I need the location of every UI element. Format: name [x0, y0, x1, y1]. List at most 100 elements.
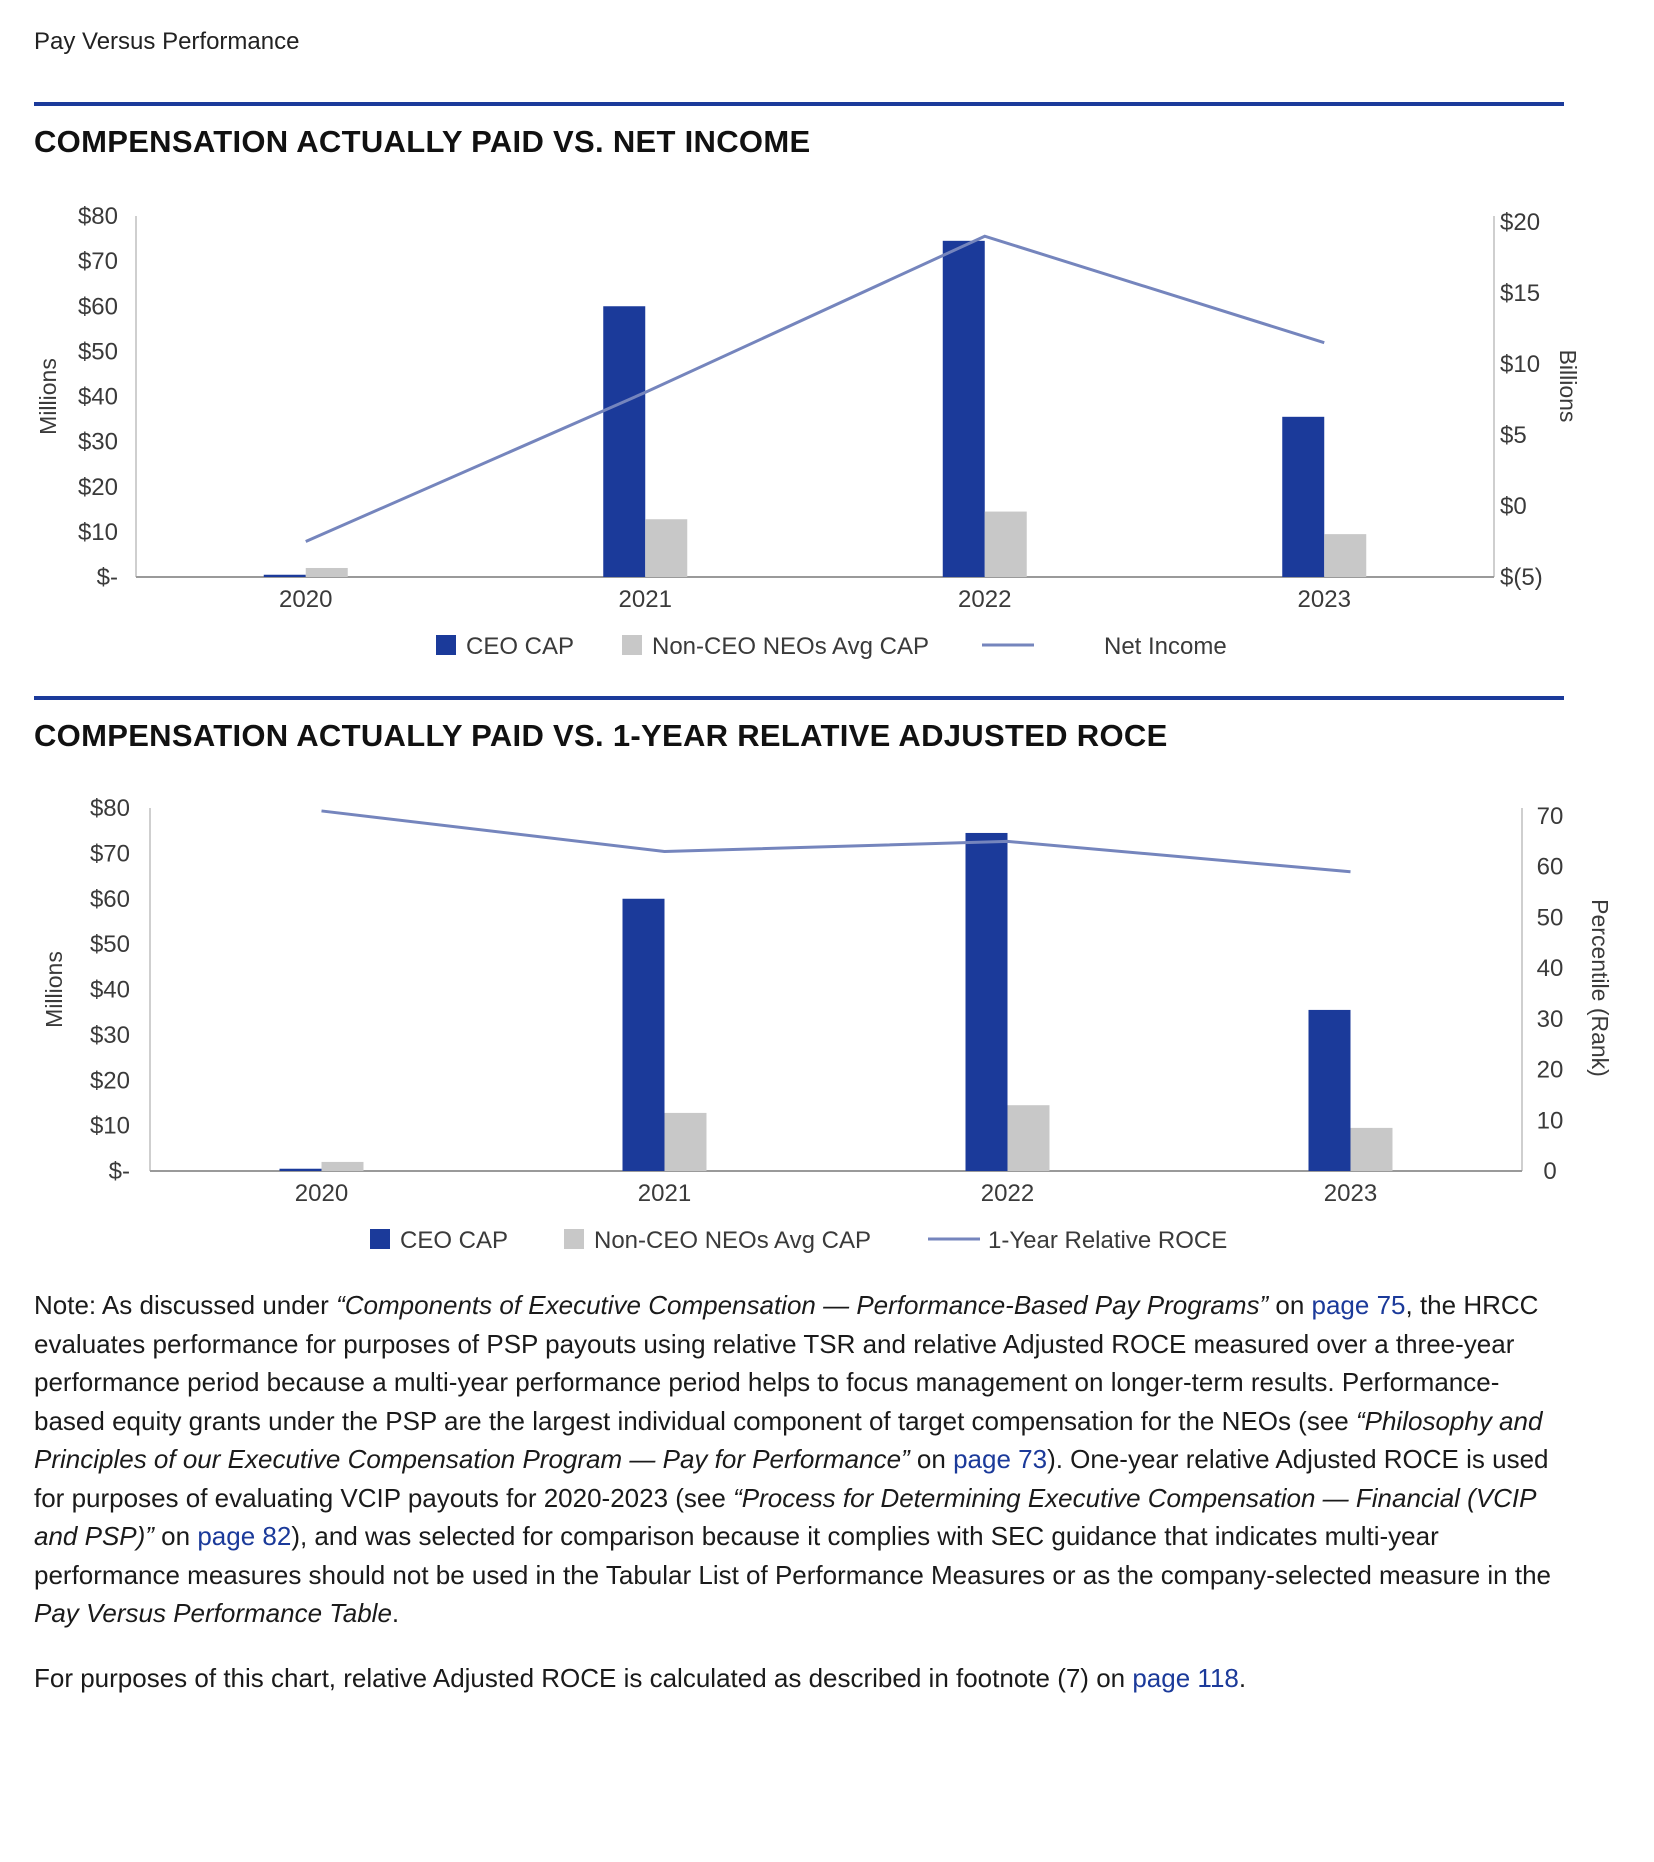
y-tick-label: $10: [78, 519, 118, 546]
note-text-segment: .: [391, 1598, 400, 1628]
page-link[interactable]: page 118: [1132, 1662, 1239, 1693]
y-tick-label: $40: [78, 384, 118, 411]
y-tick-label: $-: [109, 1158, 130, 1185]
note-text-segment: ). One-year relative Adjusted ROCE is us…: [34, 1444, 1549, 1513]
x-tick-label: 2021: [638, 1180, 691, 1207]
page-header: Pay Versus Performance: [34, 28, 300, 55]
section-divider-2: [34, 696, 1564, 700]
y2-tick-label: $(5): [1500, 564, 1543, 591]
legend-label: CEO CAP: [400, 1227, 508, 1254]
series-line: [305, 234, 1325, 543]
y2-axis-title: Billions: [1555, 350, 1581, 423]
y2-tick-label: 20: [1537, 1057, 1564, 1084]
series-line: [321, 809, 1351, 874]
bar-ceo-cap-2023: [1282, 416, 1325, 577]
x-tick-label: 2020: [295, 1180, 348, 1207]
note-text-segment: on: [909, 1444, 954, 1474]
x-tick-label: 2022: [958, 586, 1011, 613]
bar-ceo-cap-2021: [622, 898, 665, 1171]
y2-tick-label: $0: [1500, 493, 1527, 520]
note-text: Note: As discussed under “Components of …: [34, 1286, 1564, 1697]
legend-swatch-neo-avg-cap: [564, 1229, 584, 1249]
y-tick-label: $80: [78, 203, 118, 230]
y2-tick-label: 70: [1537, 803, 1564, 830]
net-income-chart: $- $10 $20 $30 $40 $50 $60 $70 $80 $(5) $0 $5 $10 $15…: [35, 203, 1581, 660]
y-tick-label: $50: [78, 338, 118, 365]
italic-reference: “Components of Executive Compensation — …: [336, 1290, 1269, 1320]
legend-label: Non-CEO NEOs Avg CAP: [594, 1227, 871, 1254]
y2-tick-label: $20: [1500, 209, 1540, 236]
legend-label: 1-Year Relative ROCE: [988, 1227, 1227, 1254]
legend-label: Net Income: [1104, 633, 1227, 660]
note-text-segment: , the HRCC evaluates performance for pur…: [34, 1290, 1539, 1436]
y-tick-label: $70: [90, 840, 130, 867]
y-tick-label: $60: [90, 886, 130, 913]
bar-ceo-cap-2022: [942, 240, 985, 577]
bar-neo-avg-cap-2021: [664, 1112, 707, 1171]
italic-reference: Pay Versus Performance Table: [34, 1598, 392, 1628]
bar-neo-avg-cap-2023: [1324, 534, 1367, 577]
chart-2-title: COMPENSATION ACTUALLY PAID VS. 1-YEAR RE…: [34, 718, 1168, 753]
y2-tick-label: 50: [1537, 904, 1564, 931]
y-tick-label: $70: [78, 248, 118, 275]
y2-tick-label: 30: [1537, 1006, 1564, 1033]
y2-axis-title: Percentile (Rank): [1587, 899, 1613, 1077]
page-link[interactable]: page 73: [953, 1444, 1048, 1474]
y2-tick-label: 0: [1543, 1158, 1556, 1185]
y-tick-label: $-: [97, 564, 118, 591]
note-text-segment: For purposes of this chart, relative Adj…: [34, 1662, 1133, 1693]
y2-tick-label: $15: [1500, 280, 1540, 307]
note-text-segment: on: [1268, 1290, 1312, 1320]
legend-label: CEO CAP: [466, 633, 574, 660]
y2-tick-label: 60: [1537, 854, 1564, 881]
x-tick-label: 2023: [1298, 586, 1351, 613]
y-tick-label: $30: [78, 429, 118, 456]
legend-label: Non-CEO NEOs Avg CAP: [652, 633, 929, 660]
bar-ceo-cap-2023: [1308, 1009, 1351, 1171]
y-tick-label: $60: [78, 293, 118, 320]
x-tick-label: 2021: [619, 586, 672, 613]
bar-neo-avg-cap-2022: [984, 511, 1027, 577]
y-tick-label: $50: [90, 931, 130, 958]
italic-reference: “Philosophy and Principles of our Execut…: [34, 1405, 1543, 1475]
y-axis-title: Millions: [35, 358, 61, 435]
page-link[interactable]: page 82: [197, 1521, 292, 1551]
italic-reference: “Process for Determining Executive Compe…: [34, 1482, 1536, 1552]
y-tick-label: $30: [90, 1022, 130, 1049]
bar-neo-avg-cap-2020: [305, 567, 348, 577]
bar-neo-avg-cap-2023: [1350, 1127, 1393, 1171]
bar-neo-avg-cap-2022: [1007, 1105, 1050, 1171]
note-text-segment: on: [153, 1521, 198, 1551]
y-tick-label: $20: [90, 1067, 130, 1094]
legend-swatch-ceo-cap: [436, 635, 456, 655]
y-tick-label: $80: [90, 795, 130, 822]
bar-ceo-cap-2021: [603, 306, 646, 577]
roce-chart: $- $10 $20 $30 $40 $50 $60 $70 $80 0 10 20 30 40 50 60 7…: [41, 795, 1613, 1254]
y2-tick-label: $5: [1500, 422, 1527, 449]
bar-ceo-cap-2022: [965, 832, 1008, 1171]
note-paragraph-2: For purposes of this chart, relative Adj…: [34, 1659, 1564, 1698]
y2-tick-label: 40: [1537, 955, 1564, 982]
note-text-segment: Note: As discussed under: [34, 1290, 337, 1320]
note-text-segment: ), and was selected for comparison becau…: [34, 1521, 1552, 1590]
x-tick-label: 2022: [981, 1180, 1034, 1207]
legend-swatch-neo-avg-cap: [622, 635, 642, 655]
legend-swatch-ceo-cap: [370, 1229, 390, 1249]
y2-tick-label: 10: [1537, 1107, 1564, 1134]
x-tick-label: 2023: [1324, 1180, 1377, 1207]
bar-ceo-cap-2020: [263, 574, 306, 577]
bar-neo-avg-cap-2021: [645, 519, 688, 577]
section-divider-1: [34, 102, 1564, 106]
note-paragraph-1: Note: As discussed under “Components of …: [34, 1286, 1564, 1633]
x-tick-label: 2020: [279, 586, 332, 613]
bar-neo-avg-cap-2020: [321, 1161, 364, 1171]
y-tick-label: $10: [90, 1113, 130, 1140]
page-link[interactable]: page 75: [1311, 1290, 1406, 1320]
y-axis-title: Millions: [41, 951, 67, 1028]
note-text-segment: .: [1238, 1662, 1247, 1693]
y-tick-label: $20: [78, 474, 118, 501]
y-tick-label: $40: [90, 977, 130, 1004]
y2-tick-label: $10: [1500, 351, 1540, 378]
chart-1-title: COMPENSATION ACTUALLY PAID VS. NET INCOM…: [34, 124, 811, 159]
bar-ceo-cap-2020: [279, 1168, 322, 1171]
